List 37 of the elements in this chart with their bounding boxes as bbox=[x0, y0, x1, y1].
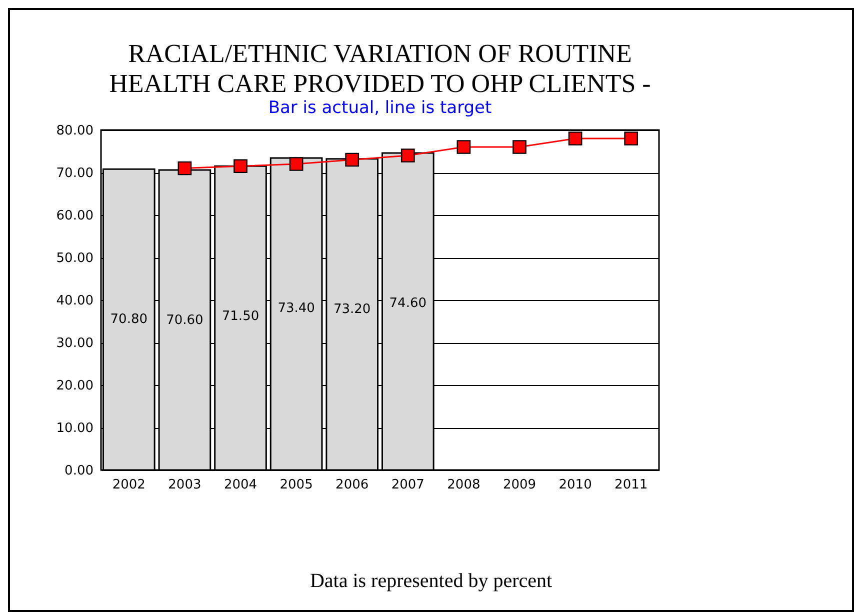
point bbox=[178, 161, 192, 176]
x-tick-label: 2005 bbox=[280, 478, 313, 492]
point bbox=[512, 140, 526, 154]
y-tick-label: 70.00 bbox=[56, 166, 94, 181]
chart-title: RACIAL/ETHNIC VARIATION OF ROUTINE HEALTH CARE PROVIDED TO OHP CLIENTS - bbox=[109, 39, 651, 98]
data-label: 71.50 bbox=[222, 309, 260, 324]
point bbox=[289, 157, 304, 171]
data-label: 74.60 bbox=[389, 296, 427, 311]
point bbox=[456, 140, 471, 154]
data-label: 73.20 bbox=[333, 302, 371, 317]
x-tick-label: 2003 bbox=[168, 478, 202, 492]
x-tick-label: 2011 bbox=[614, 478, 648, 492]
y-tick-label: 40.00 bbox=[56, 294, 94, 308]
x-tick-label: 2007 bbox=[391, 478, 424, 492]
data-label: 73.40 bbox=[278, 301, 315, 316]
point bbox=[345, 152, 360, 167]
y-tick-label: 30.00 bbox=[56, 336, 94, 351]
point bbox=[568, 132, 582, 146]
y-tick-label: 80.00 bbox=[56, 124, 94, 138]
text: Data is represented by percent bbox=[308, 570, 554, 593]
point bbox=[234, 159, 248, 174]
point bbox=[400, 148, 415, 162]
chart-subtitle: Bar is actual, line is target bbox=[268, 98, 492, 118]
x-tick-label: 2010 bbox=[558, 478, 592, 492]
data-label: 70.80 bbox=[110, 312, 148, 328]
x-tick-label: 2009 bbox=[502, 478, 536, 492]
x-tick-label: 2004 bbox=[224, 478, 258, 492]
x-tick-label: 2008 bbox=[447, 478, 480, 492]
y-tick-label: 50.00 bbox=[56, 251, 94, 266]
x-tick-label: 2002 bbox=[112, 478, 146, 492]
x-tick-label: 2006 bbox=[336, 478, 369, 492]
y-tick-label: 0.00 bbox=[64, 464, 94, 478]
data-label: 70.60 bbox=[166, 312, 204, 328]
y-tick-label: 20.00 bbox=[56, 378, 94, 394]
point bbox=[624, 132, 638, 146]
y-tick-label: 60.00 bbox=[56, 208, 94, 224]
y-tick-label: 10.00 bbox=[56, 421, 94, 436]
